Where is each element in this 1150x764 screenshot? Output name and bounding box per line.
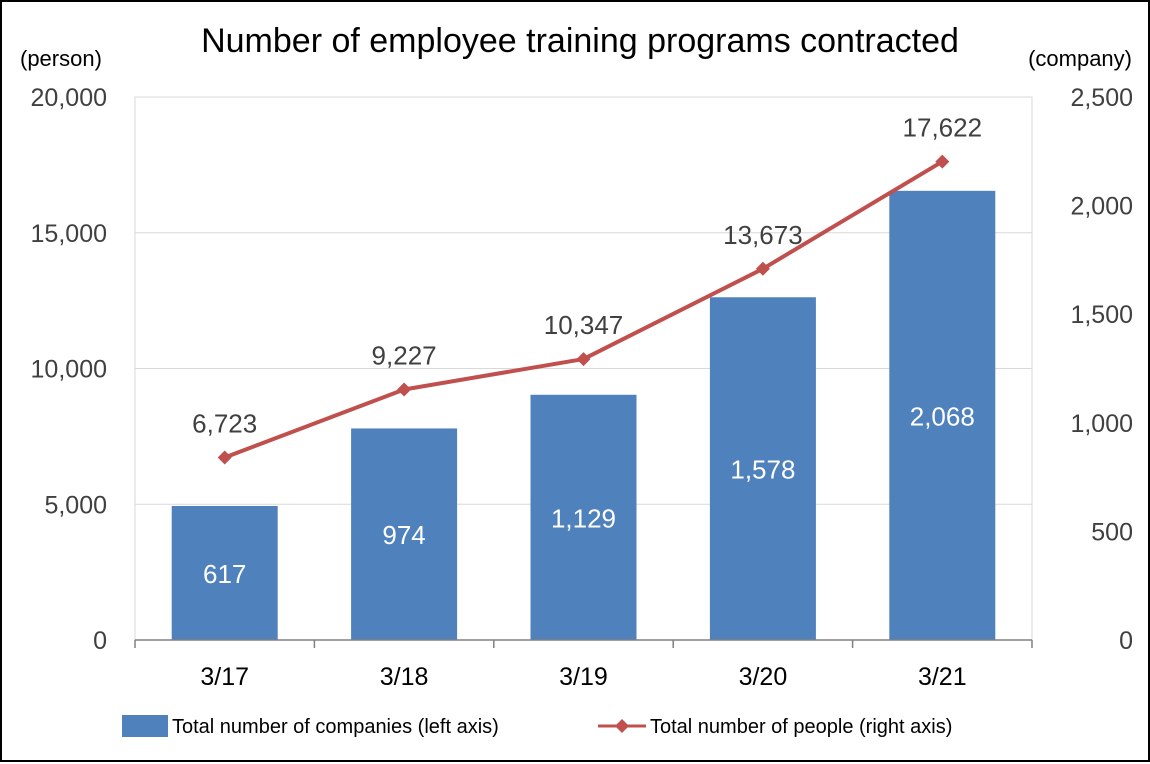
- legend-bar-swatch: [122, 715, 168, 737]
- chart-title: Number of employee training programs con…: [201, 22, 959, 60]
- right-axis-tick-label: 2,000: [1070, 193, 1133, 221]
- right-axis-tick-label: 0: [1119, 627, 1133, 655]
- legend-bar-label: Total number of companies (left axis): [172, 716, 499, 738]
- line-marker: [576, 352, 591, 367]
- category-label: 3/17: [200, 663, 249, 691]
- bar-data-label: 974: [382, 520, 425, 550]
- bar-data-label: 2,068: [910, 401, 975, 431]
- data-labels: 617 974 1,129 1,578 2,068 6,723 9,227 10,347 13,…: [192, 113, 982, 589]
- right-axis-tick-label: 500: [1091, 518, 1133, 546]
- line-data-label: 13,673: [723, 220, 803, 250]
- bar: [889, 190, 996, 641]
- bar: [171, 505, 278, 640]
- bar: [709, 297, 816, 640]
- line-data-label: 6,723: [192, 408, 257, 438]
- line-marker: [755, 261, 770, 276]
- bar-data-label: 1,129: [551, 503, 616, 533]
- legend-line-label: Total number of people (right axis): [650, 716, 952, 738]
- left-axis-unit-label: (person): [20, 46, 102, 71]
- right-axis-tick-label: 1,000: [1070, 410, 1133, 438]
- bar-data-label: 617: [203, 559, 246, 589]
- line-series: [217, 154, 950, 465]
- right-axis-tick-label: 2,500: [1070, 84, 1133, 112]
- bar-series: [171, 190, 996, 641]
- category-label: 3/21: [918, 663, 967, 691]
- line-marker: [397, 382, 412, 397]
- line-data-label: 10,347: [544, 310, 624, 340]
- category-label: 3/19: [559, 663, 608, 691]
- bar-data-label: 1,578: [730, 455, 795, 485]
- category-label: 3/18: [380, 663, 429, 691]
- left-axis-tick-label: 5,000: [44, 491, 107, 519]
- line-data-label: 9,227: [372, 340, 437, 370]
- bar: [351, 428, 458, 640]
- category-label: 3/20: [739, 663, 788, 691]
- right-axis-tick-label: 1,500: [1070, 301, 1133, 329]
- axes: 0 5,000 10,000 15,000 20,000 0 500 1,000 1,500 2,…: [31, 84, 1133, 691]
- left-axis-tick-label: 15,000: [31, 220, 107, 248]
- left-axis-tick-label: 20,000: [31, 84, 107, 112]
- line-marker: [935, 154, 950, 169]
- line-data-label: 17,622: [903, 113, 983, 143]
- left-axis-tick-label: 0: [93, 627, 107, 655]
- left-axis-tick-label: 10,000: [31, 356, 107, 384]
- legend: Total number of companies (left axis) To…: [122, 715, 952, 738]
- line-marker: [217, 450, 232, 465]
- legend-line-marker: [615, 719, 629, 733]
- bar: [530, 394, 637, 640]
- right-axis-unit-label: (company): [1028, 46, 1132, 71]
